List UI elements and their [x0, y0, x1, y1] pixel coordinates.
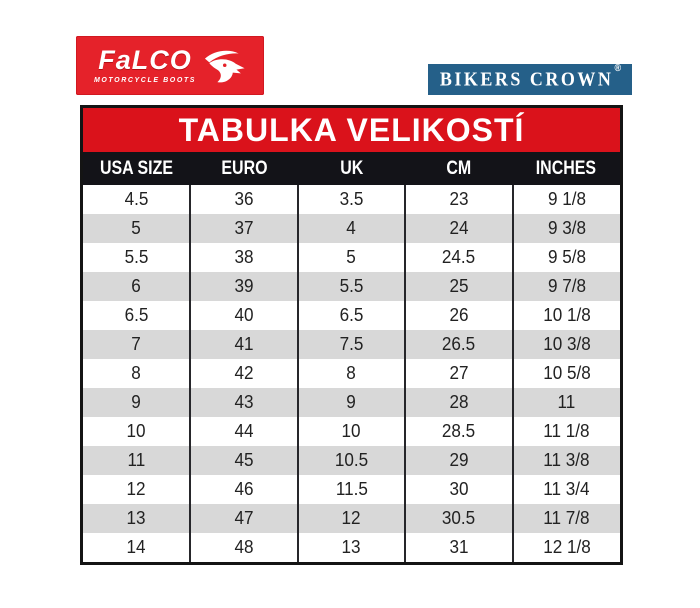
bikers-crown-brand: BIKERS CROWN	[439, 67, 614, 91]
size-cell: 6.5	[83, 301, 191, 330]
bikers-crown-text: BIKERS CROWN®	[439, 62, 621, 92]
size-cell: 46	[189, 475, 298, 504]
falco-text-block: FaLCO MOTORCYCLE BOOTS	[93, 45, 197, 85]
size-cell: 10.5	[296, 446, 406, 475]
size-cell: 5	[83, 214, 191, 243]
size-cell: 31	[404, 533, 513, 562]
size-cell: 5.5	[296, 272, 406, 301]
size-cell: 26.5	[404, 330, 513, 359]
falco-logo: FaLCO MOTORCYCLE BOOTS	[76, 36, 264, 95]
falcon-head-icon	[204, 50, 245, 82]
size-cell: 23	[404, 185, 513, 214]
header-row: USA SIZE EURO UK CM INCHES	[83, 152, 620, 185]
size-cell: 11.5	[296, 475, 406, 504]
size-cell: 5.5	[83, 243, 191, 272]
size-cell: 8	[296, 359, 406, 388]
size-cell: 41	[189, 330, 298, 359]
size-table-body: 4.5 36 3.5 23 9 1/8 5 37 4 24 9 3/8 5.5 38 5 24.5 9 5/…	[83, 185, 620, 562]
size-cell: 10 3/8	[511, 330, 620, 359]
table-row: 9 43 9 28 11	[83, 388, 620, 417]
size-cell: 37	[189, 214, 298, 243]
size-cell: 25	[404, 272, 513, 301]
column-header-euro: EURO	[190, 152, 298, 185]
size-cell: 13	[83, 504, 191, 533]
table-row: 14 48 13 31 12 1/8	[83, 533, 620, 562]
size-cell: 27	[404, 359, 513, 388]
size-cell: 36	[189, 185, 298, 214]
size-cell: 24.5	[404, 243, 513, 272]
size-cell: 7.5	[296, 330, 406, 359]
falco-tagline-text: MOTORCYCLE BOOTS	[93, 77, 197, 84]
bikers-crown-logo: BIKERS CROWN®	[428, 62, 632, 95]
size-cell: 44	[189, 417, 298, 446]
size-cell: 45	[189, 446, 298, 475]
size-table: TABULKA VELIKOSTÍ USA SIZE EURO UK CM IN…	[80, 105, 623, 565]
size-cell: 8	[83, 359, 191, 388]
size-cell: 30.5	[404, 504, 513, 533]
size-cell: 9 7/8	[511, 272, 620, 301]
size-cell: 13	[296, 533, 406, 562]
size-cell: 6	[83, 272, 191, 301]
size-cell: 11 7/8	[511, 504, 620, 533]
table-row: 8 42 8 27 10 5/8	[83, 359, 620, 388]
size-cell: 30	[404, 475, 513, 504]
column-header-inches: INCHES	[512, 152, 620, 185]
size-cell: 47	[189, 504, 298, 533]
size-cell: 39	[189, 272, 298, 301]
size-cell: 10	[296, 417, 406, 446]
size-cell: 4.5	[83, 185, 191, 214]
table-row: 11 45 10.5 29 11 3/8	[83, 446, 620, 475]
table-row: 6 39 5.5 25 9 7/8	[83, 272, 620, 301]
column-header-usa-size: USA SIZE	[83, 152, 191, 185]
size-cell: 5	[296, 243, 406, 272]
falco-brand-text: FaLCO	[98, 45, 192, 75]
size-cell: 43	[189, 388, 298, 417]
size-cell: 11 3/8	[511, 446, 620, 475]
size-cell: 11	[83, 446, 191, 475]
size-cell: 12	[83, 475, 191, 504]
table-row: 13 47 12 30.5 11 7/8	[83, 504, 620, 533]
table-row: 7 41 7.5 26.5 10 3/8	[83, 330, 620, 359]
size-cell: 10 1/8	[511, 301, 620, 330]
column-header-cm: CM	[405, 152, 513, 185]
size-cell: 9 1/8	[511, 185, 620, 214]
size-cell: 3.5	[296, 185, 406, 214]
registered-trademark-icon: ®	[614, 62, 622, 74]
size-cell: 10 5/8	[511, 359, 620, 388]
size-cell: 9	[83, 388, 191, 417]
size-cell: 9 5/8	[511, 243, 620, 272]
size-cell: 7	[83, 330, 191, 359]
size-cell: 9 3/8	[511, 214, 620, 243]
table-row: 4.5 36 3.5 23 9 1/8	[83, 185, 620, 214]
size-cell: 24	[404, 214, 513, 243]
size-table-header: USA SIZE EURO UK CM INCHES	[83, 152, 620, 185]
size-cell: 9	[296, 388, 406, 417]
size-cell: 14	[83, 533, 191, 562]
size-cell: 28.5	[404, 417, 513, 446]
table-row: 6.5 40 6.5 26 10 1/8	[83, 301, 620, 330]
size-cell: 6.5	[296, 301, 406, 330]
size-cell: 42	[189, 359, 298, 388]
size-cell: 10	[83, 417, 191, 446]
size-cell: 11 1/8	[511, 417, 620, 446]
size-table-grid: USA SIZE EURO UK CM INCHES 4.5 36 3.5 23 9 1…	[83, 152, 620, 562]
table-row: 5 37 4 24 9 3/8	[83, 214, 620, 243]
size-cell: 40	[189, 301, 298, 330]
size-cell: 29	[404, 446, 513, 475]
size-cell: 48	[189, 533, 298, 562]
size-cell: 11	[511, 388, 620, 417]
size-cell: 38	[189, 243, 298, 272]
table-row: 10 44 10 28.5 11 1/8	[83, 417, 620, 446]
size-cell: 12	[296, 504, 406, 533]
column-header-uk: UK	[297, 152, 406, 185]
size-cell: 26	[404, 301, 513, 330]
size-table-title: TABULKA VELIKOSTÍ	[83, 108, 620, 152]
size-cell: 11 3/4	[511, 475, 620, 504]
size-cell: 28	[404, 388, 513, 417]
table-row: 12 46 11.5 30 11 3/4	[83, 475, 620, 504]
table-row: 5.5 38 5 24.5 9 5/8	[83, 243, 620, 272]
size-cell: 12 1/8	[511, 533, 620, 562]
size-cell: 4	[296, 214, 406, 243]
